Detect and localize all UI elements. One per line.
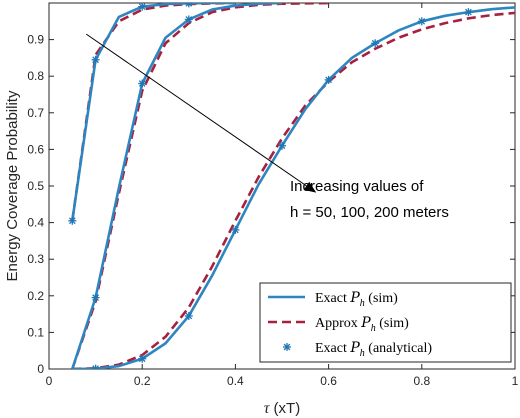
legend-subscript: h	[360, 348, 365, 359]
legend-prefix: Exact	[315, 341, 350, 356]
marker-stroke	[278, 142, 286, 150]
annotation-line-1: Increasing values of	[290, 178, 424, 195]
y-tick-label: 0	[37, 362, 44, 376]
x-tick-label: 0.8	[413, 374, 430, 388]
curve-group-h50	[68, 3, 236, 225]
legend-symbol: P	[360, 315, 371, 331]
y-tick-label: 0.5	[27, 179, 44, 193]
y-tick-label: 0.1	[27, 325, 44, 339]
y-axis-label: Energy Coverage Probability	[4, 90, 21, 281]
y-tick-label: 0.2	[27, 289, 44, 303]
curve-group-h100	[71, 3, 329, 369]
y-tick-label: 0.4	[27, 216, 44, 230]
exact-sim-line-h200	[72, 6, 515, 369]
x-axis-symbol: τ	[264, 400, 271, 417]
annotation-arrow	[85, 33, 317, 193]
approx-sim-line-h100	[71, 3, 329, 369]
y-tick-label: 0.8	[27, 69, 44, 83]
legend-suffix: (analytical)	[365, 341, 433, 356]
legend-label: Exact Ph (sim)	[315, 290, 398, 309]
marker-stroke	[185, 3, 191, 7]
analytical-marker-h200	[278, 141, 286, 150]
approx-sim-line-h200	[72, 11, 515, 369]
analytical-marker-h100	[184, 15, 193, 24]
x-tick-label: 0.4	[227, 374, 244, 388]
x-tick-label: 1	[512, 374, 519, 388]
analytical-marker-h50	[184, 3, 193, 8]
legend-prefix: Exact	[315, 291, 350, 306]
series-layer	[68, 3, 515, 369]
marker-stroke	[94, 365, 99, 369]
marker-stroke	[371, 39, 379, 47]
marker-stroke	[232, 226, 239, 234]
marker-stroke	[92, 294, 99, 301]
marker-stroke	[138, 80, 146, 87]
legend-suffix: (sim)	[365, 291, 398, 306]
legend-label: Exact Ph (analytical)	[315, 340, 432, 359]
analytical-marker-h200	[324, 75, 333, 84]
legend-label: Approx Ph (sim)	[315, 315, 409, 334]
legend-subscript: h	[360, 298, 365, 309]
marker-stroke	[68, 217, 76, 225]
legend-suffix: (sim)	[376, 316, 409, 331]
marker-stroke	[185, 16, 193, 23]
x-tick-label: 0.2	[134, 374, 151, 388]
exact-sim-line-h50	[71, 3, 236, 221]
legend-item: Exact Ph (analytical)	[283, 340, 432, 359]
legend-item: Approx Ph (sim)	[268, 315, 409, 334]
marker-stroke	[138, 355, 146, 363]
marker-stroke	[138, 3, 146, 10]
exact-sim-line-h100	[71, 3, 283, 369]
y-tick-label: 0.7	[27, 106, 44, 120]
analytical-marker-h200	[184, 311, 193, 320]
curve-group-h200	[72, 6, 515, 369]
analytical-marker-h50	[138, 3, 147, 11]
analytical-marker-h200	[464, 8, 473, 17]
annotation-line-2: h = 50, 100, 200 meters	[290, 204, 449, 221]
marker-stroke	[185, 312, 193, 320]
legend-item: Exact Ph (sim)	[268, 290, 398, 309]
marker-stroke	[325, 76, 332, 84]
x-tick-label: 0	[46, 374, 53, 388]
y-tick-label: 0.6	[27, 142, 44, 156]
marker-stroke	[92, 56, 99, 64]
x-axis-unit: (xT)	[274, 400, 301, 417]
x-tick-label: 0.6	[320, 374, 337, 388]
marker-stroke	[283, 343, 291, 351]
analytical-marker-h100	[138, 79, 147, 88]
legend-symbol: P	[349, 290, 360, 306]
analytical-marker-h200	[91, 364, 100, 369]
legend-symbol: P	[349, 340, 360, 356]
annotation: Increasing values of h = 50, 100, 200 met…	[85, 33, 449, 221]
analytical-marker-h100	[91, 293, 100, 302]
marker-stroke	[465, 8, 472, 16]
y-tick-label: 0.9	[27, 33, 44, 47]
legend: Exact Ph (sim)Approx Ph (sim)Exact Ph (a…	[259, 282, 512, 363]
legend-swatch-marker	[283, 343, 291, 351]
legend-subscript: h	[371, 323, 376, 334]
analytical-marker-h200	[138, 354, 147, 363]
analytical-marker-h50	[91, 55, 100, 64]
analytical-marker-h50	[68, 216, 77, 225]
marker-stroke	[418, 17, 426, 25]
analytical-marker-h200	[231, 225, 240, 234]
analytical-marker-h200	[371, 39, 380, 48]
y-tick-label: 0.3	[27, 252, 44, 266]
x-axis-label: τ (xT)	[264, 400, 300, 417]
analytical-marker-h200	[417, 17, 426, 26]
legend-prefix: Approx	[315, 316, 361, 331]
